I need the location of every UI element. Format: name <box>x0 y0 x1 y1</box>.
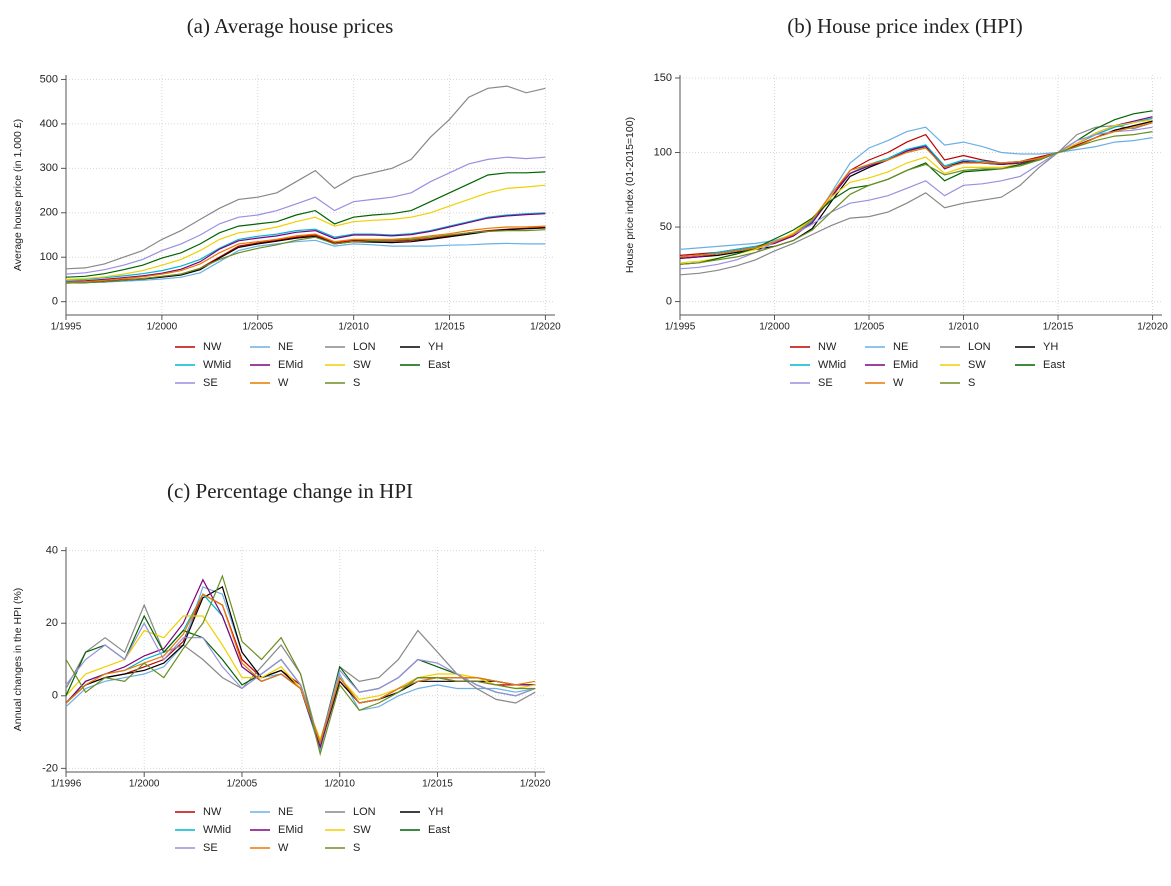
series-line <box>65 225 546 283</box>
x-tick-label: 1/1995 <box>665 322 696 333</box>
y-tick-label: 0 <box>52 296 58 308</box>
x-tick-label: 1/2015 <box>1043 322 1074 333</box>
y-tick-label: 400 <box>40 118 58 130</box>
x-tick-label: 1/2005 <box>854 322 885 333</box>
legend-label: WMid <box>203 824 231 836</box>
legend-label: LON <box>353 806 376 818</box>
series-line <box>65 578 536 749</box>
legend-label: S <box>353 842 360 854</box>
legend-label: LON <box>968 341 991 353</box>
legend-label: W <box>278 842 289 854</box>
series-line <box>65 171 546 278</box>
legend-label: WMid <box>203 359 231 371</box>
series-line <box>65 621 536 746</box>
x-tick-label: 1/2000 <box>129 779 160 790</box>
legend-label: EMid <box>278 824 303 836</box>
y-axis-label: Average house price (in 1,000 £) <box>12 119 24 271</box>
legend-label: SW <box>353 359 371 371</box>
x-tick-label: 1/2020 <box>1137 322 1168 333</box>
y-tick-label: 500 <box>40 73 58 85</box>
y-tick-label: 150 <box>654 72 672 84</box>
y-tick-label: 100 <box>40 251 58 263</box>
legend-label: YH <box>428 341 443 353</box>
legend-label: SW <box>968 359 986 371</box>
y-tick-label: 40 <box>46 545 58 557</box>
x-tick-label: 1/2010 <box>948 322 979 333</box>
series-line <box>679 126 1153 270</box>
x-tick-label: 1/1996 <box>51 779 82 790</box>
x-tick-label: 1/2005 <box>227 779 258 790</box>
series-line <box>65 586 536 749</box>
legend-label: YH <box>428 806 443 818</box>
legend-label: East <box>428 359 450 371</box>
chart-title: (c) Percentage change in HPI <box>167 479 413 503</box>
y-tick-label: 50 <box>660 221 672 233</box>
y-axis-label: House price index (01-2015=100) <box>624 117 636 273</box>
series-line <box>65 85 546 270</box>
x-tick-label: 1/2000 <box>147 322 178 333</box>
legend-label: LON <box>353 341 376 353</box>
legend-label: East <box>1043 359 1065 371</box>
legend-label: EMid <box>278 359 303 371</box>
series-line <box>65 229 546 284</box>
y-tick-label: -20 <box>42 762 58 774</box>
y-tick-label: 0 <box>666 295 672 307</box>
y-tick-label: 0 <box>52 690 58 702</box>
legend-label: SE <box>203 377 218 389</box>
series-line <box>679 122 1153 276</box>
series-line <box>65 574 536 757</box>
x-tick-label: 1/1995 <box>51 322 82 333</box>
legend-label: EMid <box>893 359 918 371</box>
y-axis-label: Annual changes in the HPI (%) <box>12 588 24 732</box>
series-line <box>679 126 1153 250</box>
legend-label: WMid <box>818 359 846 371</box>
y-tick-label: 300 <box>40 162 58 174</box>
legend-label: W <box>278 377 289 389</box>
legend-label: NW <box>203 806 222 818</box>
y-tick-label: 20 <box>46 617 58 629</box>
y-tick-label: 200 <box>40 207 58 219</box>
legend-label: NE <box>278 806 293 818</box>
x-tick-label: 1/2015 <box>434 322 465 333</box>
legend-label: YH <box>1043 341 1058 353</box>
legend-label: NW <box>818 341 837 353</box>
chart-title: (a) Average house prices <box>187 14 394 38</box>
chart-title: (b) House price index (HPI) <box>787 14 1023 38</box>
x-tick-label: 1/2020 <box>520 779 551 790</box>
legend-label: NE <box>893 341 908 353</box>
series-line <box>65 184 546 280</box>
x-tick-label: 1/2015 <box>422 779 453 790</box>
x-tick-label: 1/2005 <box>242 322 273 333</box>
series-line <box>65 586 536 753</box>
series-line <box>679 110 1153 265</box>
series-line <box>65 239 546 284</box>
legend-label: SE <box>203 842 218 854</box>
series-line <box>65 213 546 283</box>
series-line <box>679 119 1153 264</box>
x-tick-label: 1/2010 <box>324 779 355 790</box>
series-line <box>65 212 546 281</box>
x-tick-label: 1/2010 <box>338 322 369 333</box>
x-tick-label: 1/2020 <box>530 322 561 333</box>
series-line <box>65 156 546 275</box>
legend-label: S <box>968 377 975 389</box>
y-tick-label: 100 <box>654 146 672 158</box>
legend-label: SE <box>818 377 833 389</box>
legend-label: SW <box>353 824 371 836</box>
legend-label: S <box>353 377 360 389</box>
legend-label: NE <box>278 341 293 353</box>
legend-label: NW <box>203 341 222 353</box>
series-line <box>65 593 536 745</box>
legend-label: East <box>428 824 450 836</box>
x-tick-label: 1/2000 <box>759 322 790 333</box>
legend-label: W <box>893 377 904 389</box>
series-line <box>679 131 1153 265</box>
